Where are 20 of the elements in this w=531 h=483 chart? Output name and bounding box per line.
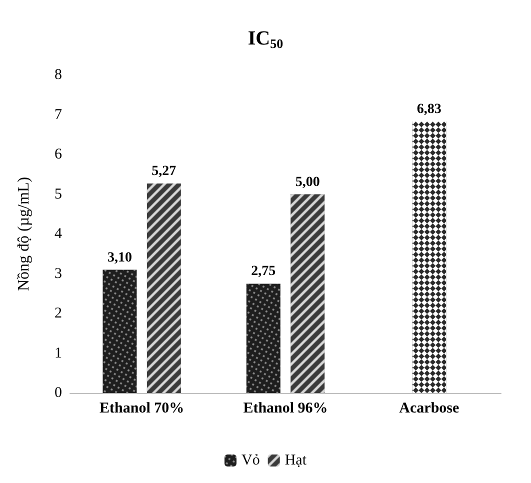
data-label: 2,75 <box>251 264 276 280</box>
x-tick-label: Ethanol 70% <box>100 400 184 416</box>
data-label: 3,10 <box>107 250 132 266</box>
legend-label: Hạt <box>284 452 308 468</box>
x-tick-label: Acarbose <box>399 400 460 416</box>
y-tick-label: 6 <box>54 146 62 162</box>
y-tick-label: 5 <box>54 186 62 202</box>
y-tick-label: 4 <box>54 226 62 242</box>
data-label: 5,27 <box>152 164 176 180</box>
data-label: 5,00 <box>295 174 320 190</box>
y-tick-label: 1 <box>54 345 62 362</box>
legend-label: Vỏ <box>242 452 260 468</box>
x-tick-label: Ethanol 96% <box>243 400 328 416</box>
y-tick-label: 7 <box>54 106 62 123</box>
y-axis-title: Nồng độ (µg/mL) <box>16 176 32 292</box>
y-tick-label: 3 <box>54 266 62 282</box>
y-tick-label: 8 <box>54 67 62 83</box>
y-tick-label: 0 <box>54 385 62 401</box>
data-label: 6,83 <box>416 102 442 118</box>
y-tick-label: 2 <box>54 306 62 322</box>
